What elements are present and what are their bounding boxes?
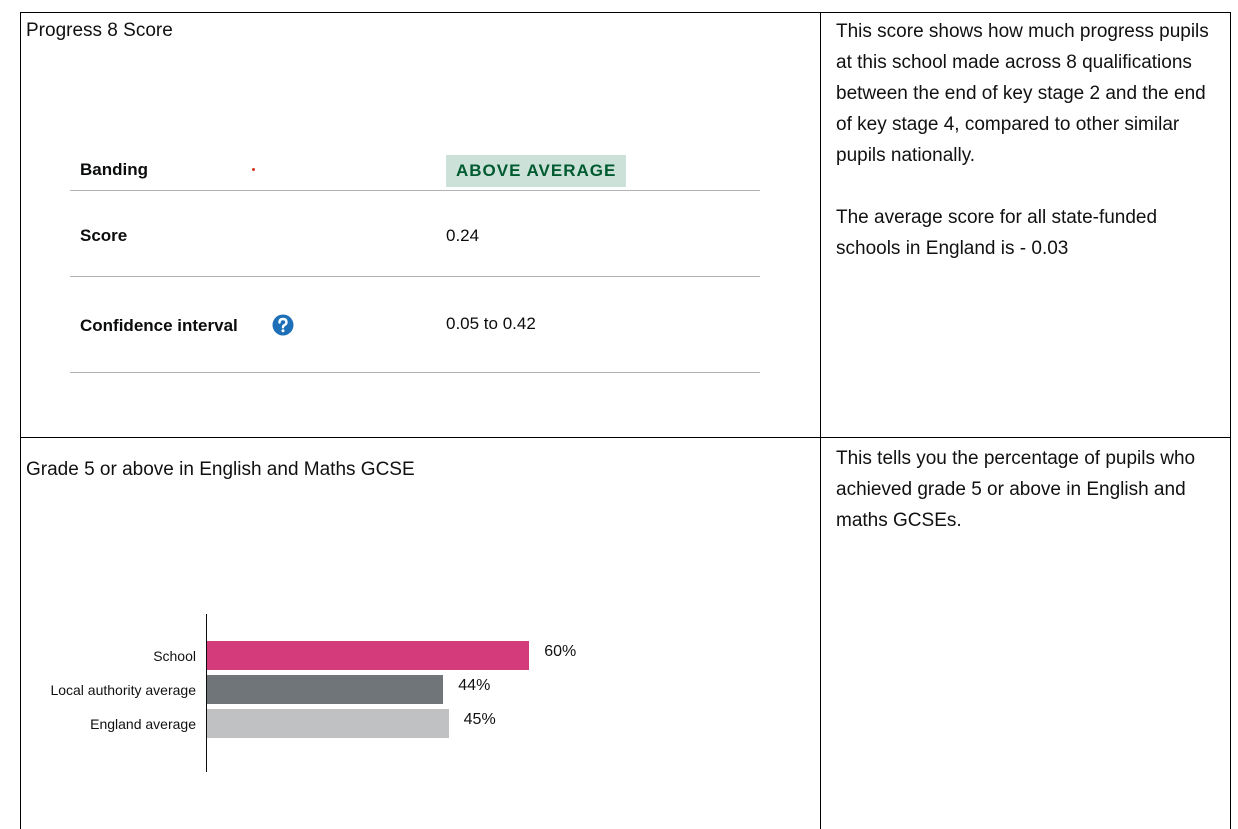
description: This score shows how much progress pupil… (836, 16, 1221, 295)
paragraph: The average score for all state-funded s… (836, 207, 1158, 259)
row-title: Grade 5 or above in English and Maths GC… (26, 459, 415, 480)
border-middle (820, 12, 821, 829)
bar (207, 641, 530, 670)
value-label: 44% (458, 677, 491, 694)
row-title: Progress 8 Score (26, 20, 173, 41)
category-label: School (153, 647, 196, 664)
paragraph: This tells you the percentage of pupils … (836, 448, 1196, 531)
border-top (20, 12, 1231, 13)
banding-badge: ABOVE AVERAGE (446, 155, 627, 187)
border-left (20, 12, 21, 829)
category-label: England average (90, 715, 196, 732)
description: This tells you the percentage of pupils … (836, 443, 1221, 567)
axis-line (206, 614, 207, 772)
detail-label: Confidence interval (80, 316, 238, 335)
value-label: 60% (544, 643, 577, 660)
detail-value: 0.05 to 0.42 (446, 314, 536, 333)
separator (70, 190, 760, 191)
bar (207, 675, 444, 704)
border-row (20, 437, 1231, 438)
bar-chart: 60% School 44% Local authority average 45% En… (50, 614, 577, 772)
detail-value: 0.24 (446, 226, 480, 245)
paragraph: This score shows how much progress pupil… (836, 21, 1209, 166)
detail-label: Score (80, 226, 128, 245)
help-icon[interactable] (272, 314, 294, 336)
separator (70, 372, 760, 373)
border-right (1230, 12, 1231, 829)
detail-label: Banding (80, 160, 148, 179)
required-dot (252, 168, 255, 171)
value-label: 45% (463, 711, 496, 728)
separator (70, 276, 760, 277)
category-label: Local authority average (50, 681, 196, 698)
bar (207, 709, 449, 738)
